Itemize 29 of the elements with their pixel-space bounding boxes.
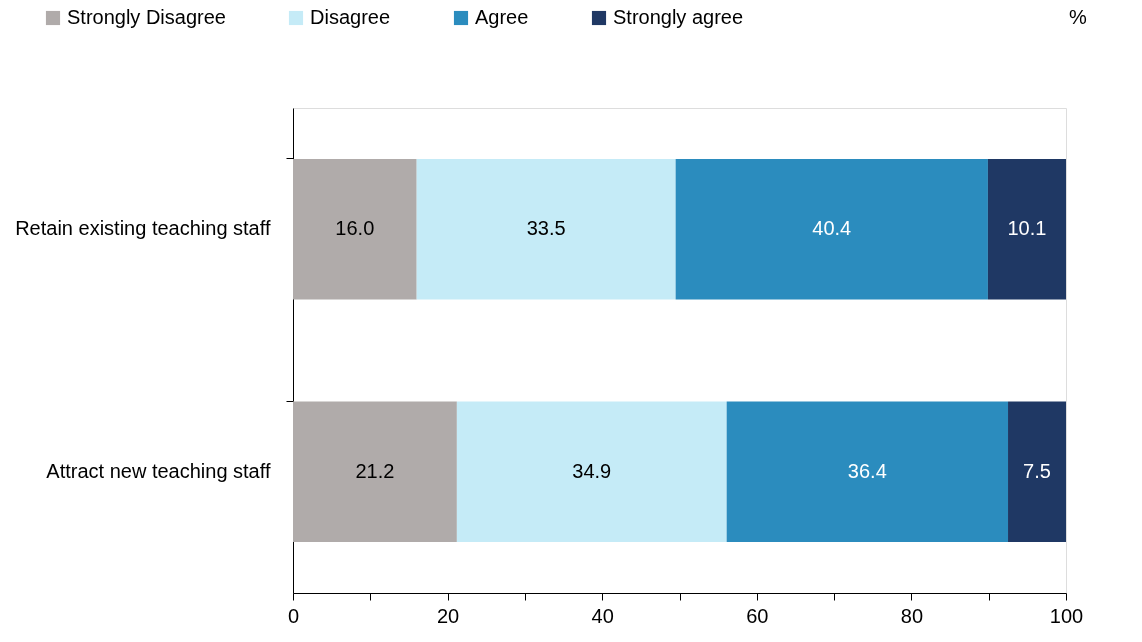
- x-tick-label: 0: [287, 604, 300, 627]
- data-label: 40.4: [812, 217, 852, 240]
- legend-label: Disagree: [310, 6, 391, 28]
- x-tick-label: 20: [436, 604, 460, 627]
- text: %: [1069, 6, 1088, 28]
- bar: [456, 401, 727, 543]
- x-tick-label: 40: [591, 604, 614, 627]
- bar: [675, 158, 988, 300]
- data-label: 33.5: [526, 217, 566, 240]
- x-tick-label: 100: [1049, 604, 1084, 627]
- bar: [987, 158, 1066, 300]
- y-tick-label: Retain existing teaching staff: [15, 217, 271, 240]
- y-tick-label: Attract new teaching staff: [46, 459, 271, 482]
- bar: [416, 158, 676, 300]
- bar: [1008, 401, 1066, 543]
- data-label: 36.4: [847, 459, 887, 482]
- bar: [293, 158, 417, 300]
- x-tick-label: 60: [746, 604, 769, 627]
- legend-label: Agree: [475, 6, 529, 28]
- legend-label: Strongly Disagree: [67, 6, 226, 28]
- legend-label: Strongly agree: [613, 6, 744, 28]
- bar: [726, 401, 1009, 543]
- bar: [293, 401, 457, 543]
- data-label: 7.5: [1023, 459, 1051, 482]
- data-label: 34.9: [572, 459, 612, 482]
- data-label: 21.2: [355, 459, 395, 482]
- data-label: 10.1: [1007, 217, 1047, 240]
- data-label: 16.0: [335, 217, 375, 240]
- x-tick-label: 80: [900, 604, 924, 627]
